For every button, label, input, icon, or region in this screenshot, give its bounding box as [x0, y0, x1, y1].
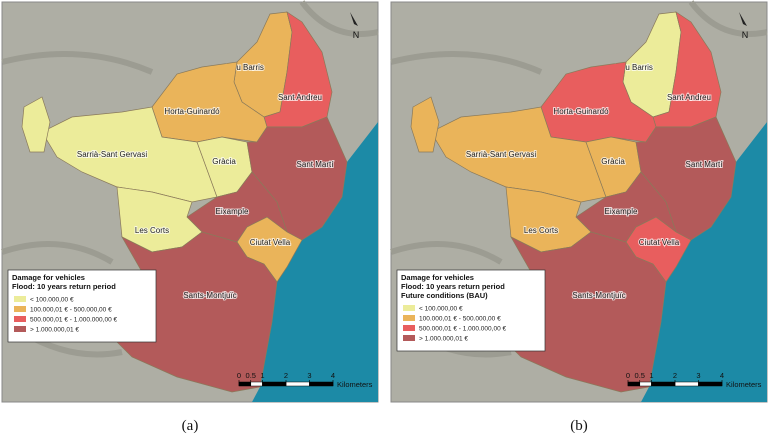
- district: [21, 96, 51, 153]
- legend-title: Flood: 10 years return period: [401, 282, 505, 291]
- scale-label: 0.5: [246, 371, 256, 380]
- scale-segment: [262, 381, 287, 387]
- north-arrow: [739, 12, 747, 26]
- legend-box: [7, 269, 157, 343]
- scale-label: 1: [260, 371, 264, 380]
- legend-label: 500.000,01 € - 1.000.000,00 €: [419, 326, 506, 333]
- map-panel: Nou Barris Sant Andreu Horta-Guinardó Sarri…: [390, 0, 768, 403]
- legend-box: [396, 269, 546, 352]
- legend-swatch: [403, 335, 415, 341]
- district-label: Ciutat Vella: [250, 238, 291, 247]
- scale-unit: Kilometers: [337, 380, 373, 389]
- district-label: Sant Martí: [686, 160, 724, 169]
- north-label: N: [353, 30, 360, 40]
- scale-label: 3: [307, 371, 311, 380]
- scale-segment: [651, 381, 676, 387]
- legend-title: Damage for vehicles: [12, 273, 85, 282]
- sea: [252, 122, 378, 402]
- district-label: Gràcia: [212, 157, 236, 166]
- district-label: Eixample: [605, 207, 638, 216]
- district-label: Eixample: [216, 207, 249, 216]
- legend-label: < 100.000,00 €: [419, 306, 463, 313]
- district-label: Horta-Guinardó: [553, 107, 609, 116]
- legend-swatch: [14, 296, 26, 302]
- district-label: Sant Andreu: [667, 93, 711, 102]
- district-label: Les Corts: [135, 226, 169, 235]
- legend-swatch: [14, 306, 26, 312]
- district-label: Gràcia: [601, 157, 625, 166]
- district-label: Horta-Guinardó: [164, 107, 220, 116]
- scale-label: 1: [649, 371, 653, 380]
- scale-segment: [698, 381, 723, 387]
- district-label: Sant Martí: [297, 160, 335, 169]
- scale-label: 0: [626, 371, 630, 380]
- caption: (a): [182, 418, 199, 434]
- north-label: N: [742, 30, 749, 40]
- legend-swatch: [14, 326, 26, 332]
- scale-segment: [285, 381, 310, 387]
- legend-title: Damage for vehicles: [401, 273, 474, 282]
- scale-segment: [250, 381, 263, 387]
- scale-unit: Kilometers: [726, 380, 762, 389]
- legend-swatch: [14, 316, 26, 322]
- district-label: Les Corts: [524, 226, 558, 235]
- sea: [641, 122, 767, 402]
- scale-label: 2: [284, 371, 288, 380]
- district: [410, 96, 440, 153]
- map-panel: Nou Barris Sant Andreu Horta-Guinardó Sarri…: [1, 0, 379, 403]
- scale-label: 4: [331, 371, 335, 380]
- district-label: Nou Barris: [226, 63, 264, 72]
- district-label: Ciutat Vella: [639, 238, 680, 247]
- legend-swatch: [403, 315, 415, 321]
- scale-segment: [674, 381, 699, 387]
- district-label: Sarrià-Sant Gervasi: [466, 150, 536, 159]
- district-label: Sants-Montjuïc: [572, 291, 625, 300]
- scale-label: 0: [237, 371, 241, 380]
- district-label: Sant Andreu: [278, 93, 322, 102]
- terrain-texture: [1, 0, 379, 358]
- legend-label: > 1.000.000,01 €: [30, 327, 79, 334]
- legend-label: 500.000,01 € - 1.000.000,00 €: [30, 317, 117, 324]
- district-label: Sants-Montjuïc: [183, 291, 236, 300]
- scale-segment: [639, 381, 652, 387]
- north-arrow: [350, 12, 358, 26]
- district-label: Sarrià-Sant Gervasi: [77, 150, 147, 159]
- scale-label: 2: [673, 371, 677, 380]
- scale-segment: [309, 381, 334, 387]
- legend-label: 100.000,01 € - 500.000,00 €: [30, 307, 112, 314]
- scale-label: 0.5: [635, 371, 645, 380]
- legend-swatch: [403, 305, 415, 311]
- scale-label: 3: [696, 371, 700, 380]
- legend-title: Future conditions (BAU): [401, 291, 488, 300]
- scale-segment: [238, 381, 251, 387]
- district-label: Nou Barris: [615, 63, 653, 72]
- legend-title: Flood: 10 years return period: [12, 282, 116, 291]
- legend-label: 100.000,01 € - 500.000,00 €: [419, 316, 501, 323]
- terrain-texture: [390, 0, 768, 358]
- legend-label: < 100.000,00 €: [30, 297, 74, 304]
- caption: (b): [570, 418, 588, 434]
- scale-segment: [627, 381, 640, 387]
- scale-label: 4: [720, 371, 724, 380]
- legend-swatch: [403, 325, 415, 331]
- legend-label: > 1.000.000,01 €: [419, 336, 468, 343]
